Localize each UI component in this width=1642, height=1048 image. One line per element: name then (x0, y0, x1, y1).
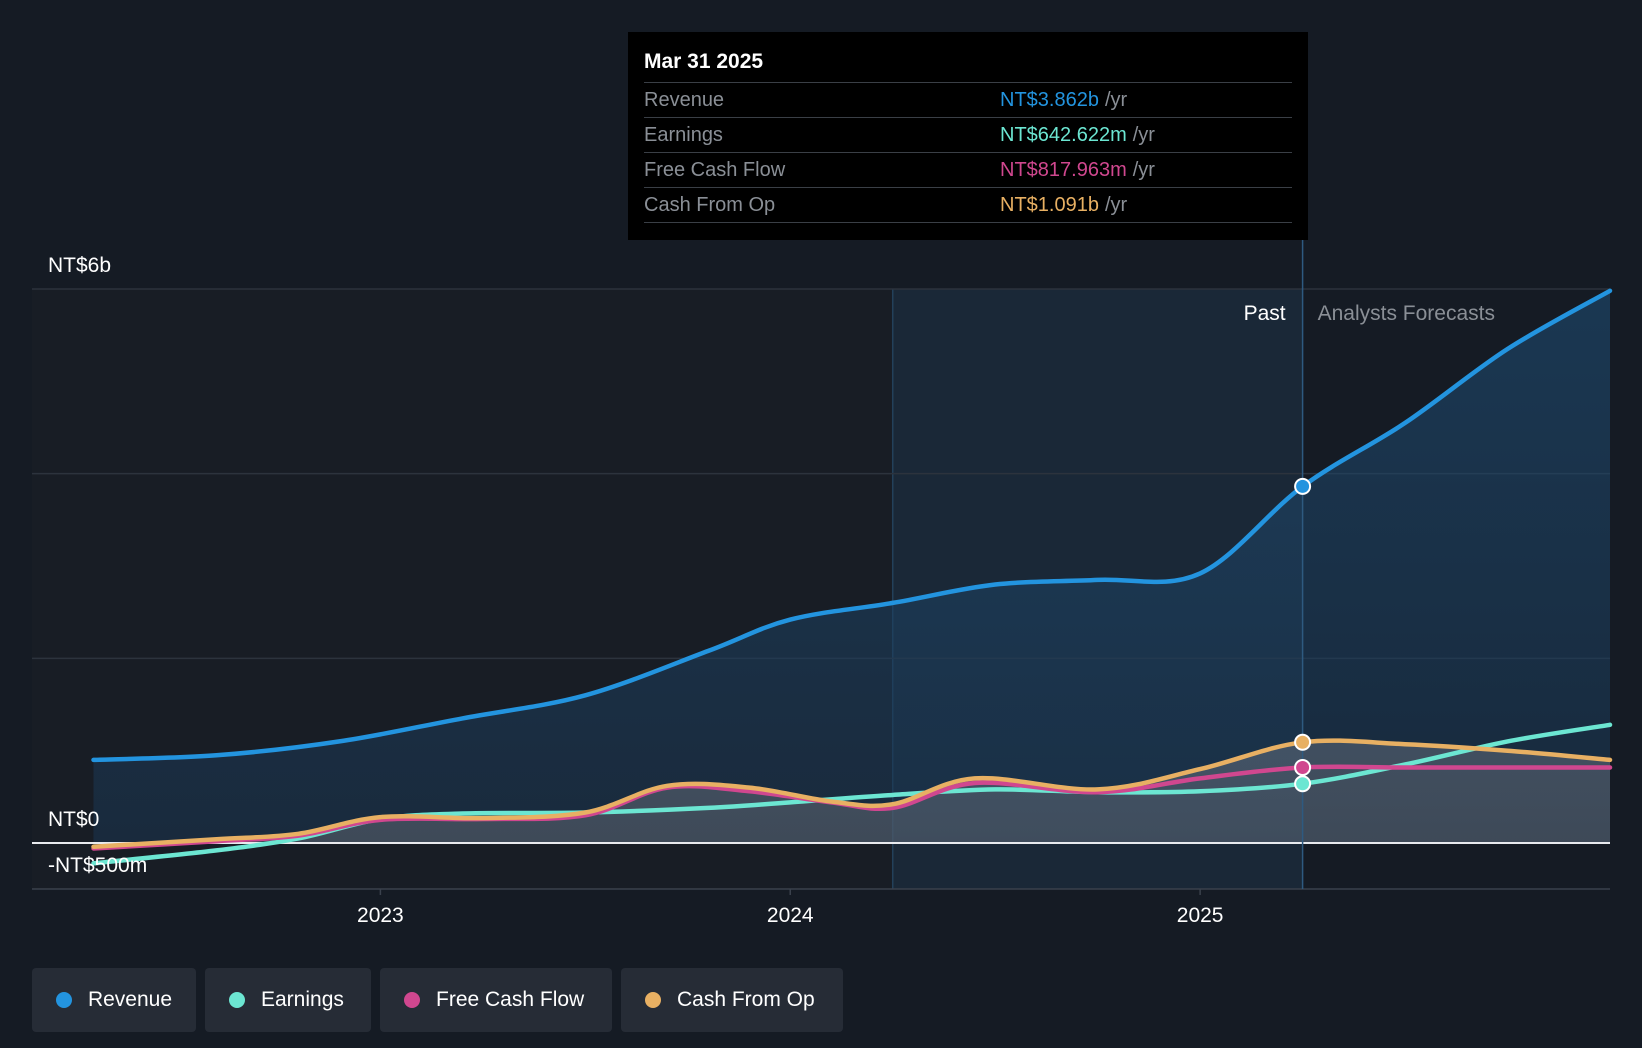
tooltip-unit: /yr (1132, 158, 1155, 181)
tooltip-value: NT$3.862b (1000, 88, 1099, 111)
tooltip-label: Earnings (644, 123, 723, 146)
tooltip-unit: /yr (1132, 123, 1155, 146)
legend-item-revenue[interactable]: Revenue (32, 968, 196, 1032)
tooltip: Mar 31 2025 Revenue NT$3.862b /yr Earnin… (628, 32, 1308, 240)
revenue-line (91, 288, 1613, 763)
legend-label: Cash From Op (677, 988, 815, 1011)
x-axis-label: 2024 (767, 904, 814, 927)
legend-item-cash-from-op[interactable]: Cash From Op (621, 968, 843, 1032)
revenue-marker (1294, 477, 1312, 495)
earnings-marker (1294, 775, 1312, 793)
past-label: Past (1244, 302, 1286, 325)
y-axis-label: NT$6b (48, 254, 111, 277)
free-cash-flow-marker (1294, 758, 1312, 776)
cash-from-op-dot-icon (645, 992, 661, 1008)
revenue-dot-icon (56, 992, 72, 1008)
cash-from-op-line (91, 738, 1613, 849)
tooltip-value: NT$642.622m (1000, 123, 1127, 146)
tooltip-row-earnings: Earnings NT$642.622m /yr (644, 117, 1292, 152)
tooltip-unit: /yr (1104, 193, 1128, 216)
forecast-label: Analysts Forecasts (1318, 302, 1495, 325)
free-cash-flow-dot-icon (404, 992, 420, 1008)
tooltip-row-free-cash-flow: Free Cash Flow NT$817.963m /yr (644, 152, 1292, 187)
legend-label: Earnings (261, 988, 344, 1011)
legend-label: Revenue (87, 988, 172, 1011)
y-axis-label: NT$0 (48, 808, 99, 831)
tooltip-date: Mar 31 2025 (644, 50, 764, 73)
legend-label: Free Cash Flow (436, 988, 585, 1011)
y-axis-label: -NT$500m (48, 854, 147, 877)
tooltip-row-cash-from-op: Cash From Op NT$1.091b /yr (644, 187, 1292, 223)
legend-item-free-cash-flow[interactable]: Free Cash Flow (380, 968, 612, 1032)
legend: Revenue Earnings Free Cash Flow Cash Fro… (32, 968, 843, 1032)
tooltip-label: Revenue (644, 88, 725, 111)
tooltip-value: NT$1.091b (1000, 193, 1099, 216)
tooltip-label: Free Cash Flow (644, 158, 786, 181)
earnings-dot-icon (229, 992, 245, 1008)
tooltip-label: Cash From Op (644, 193, 776, 216)
legend-item-earnings[interactable]: Earnings (205, 968, 371, 1032)
revenue-area (93, 290, 1611, 843)
x-axis-label: 2023 (357, 904, 404, 927)
tooltip-row-revenue: Revenue NT$3.862b /yr (644, 82, 1292, 117)
tooltip-value: NT$817.963m (1000, 158, 1127, 181)
cash-from-op-marker (1294, 733, 1312, 751)
x-axis-label: 2025 (1177, 904, 1224, 927)
tooltip-unit: /yr (1104, 88, 1128, 111)
